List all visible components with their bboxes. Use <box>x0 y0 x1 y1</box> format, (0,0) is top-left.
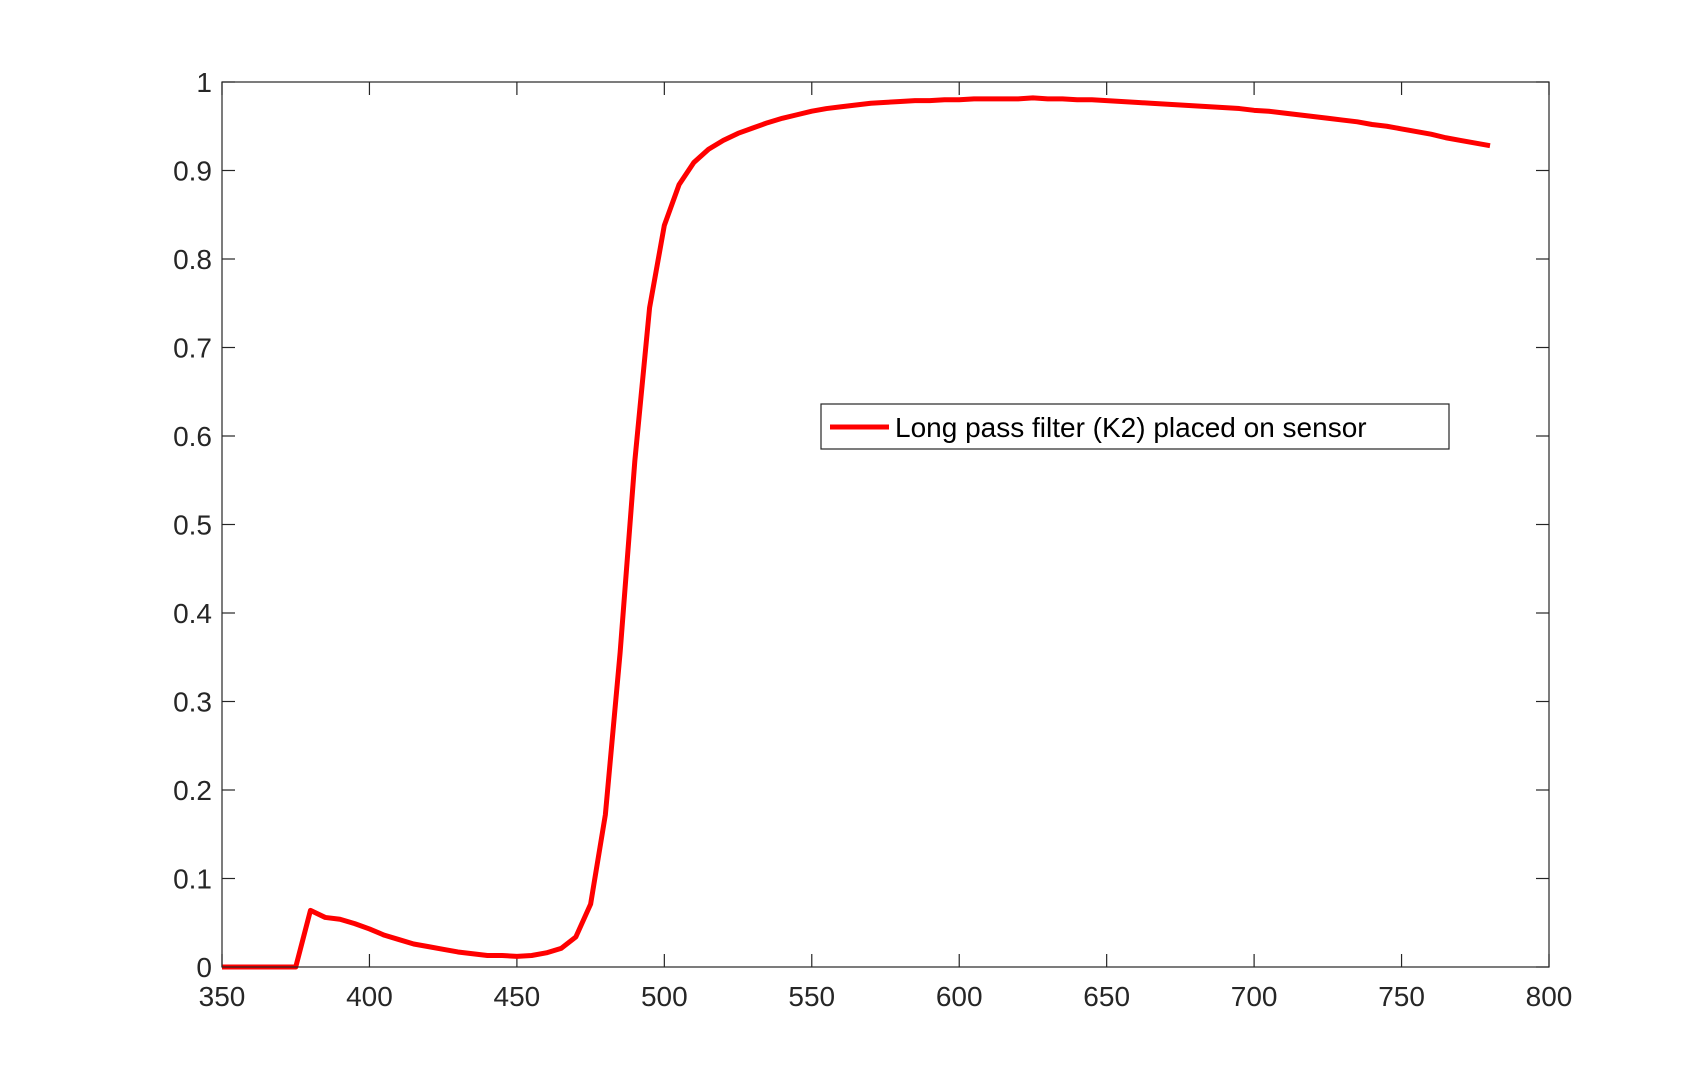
y-tick-label: 0.9 <box>173 156 212 187</box>
y-tick-label: 0.3 <box>173 687 212 718</box>
x-tick-label: 500 <box>641 981 688 1012</box>
tick-labels: 350 400 450 500 550 600 650 700 750 800 0 0.1 0.2 0.3… <box>173 67 1572 1012</box>
x-tick-label: 800 <box>1526 981 1573 1012</box>
y-tick-label: 1 <box>196 67 212 98</box>
y-tick-label: 0.2 <box>173 775 212 806</box>
y-tick-label: 0.7 <box>173 333 212 364</box>
axes-box <box>221 81 1550 968</box>
x-tick-label: 450 <box>494 981 541 1012</box>
y-tick-label: 0 <box>196 952 212 983</box>
x-tick-label: 750 <box>1378 981 1425 1012</box>
y-tick-label: 0.1 <box>173 864 212 895</box>
y-tick-label: 0.5 <box>173 510 212 541</box>
plot-area <box>222 82 1549 967</box>
legend-box <box>820 403 1450 450</box>
y-tick-label: 0.8 <box>173 244 212 275</box>
x-tick-label: 400 <box>346 981 393 1012</box>
x-tick-label: 550 <box>788 981 835 1012</box>
legend-label: Long pass filter (K2) placed on sensor <box>895 412 1367 443</box>
x-tick-label: 350 <box>199 981 246 1012</box>
axis-ticks <box>221 81 1550 968</box>
legend: Long pass filter (K2) placed on sensor <box>820 403 1450 450</box>
y-tick-label: 0.6 <box>173 421 212 452</box>
x-tick-label: 650 <box>1083 981 1130 1012</box>
x-tick-label: 700 <box>1231 981 1278 1012</box>
series-layer <box>222 95 1491 970</box>
x-tick-label: 600 <box>936 981 983 1012</box>
series-line-long-pass-filter <box>222 95 1491 970</box>
y-tick-label: 0.4 <box>173 598 212 629</box>
